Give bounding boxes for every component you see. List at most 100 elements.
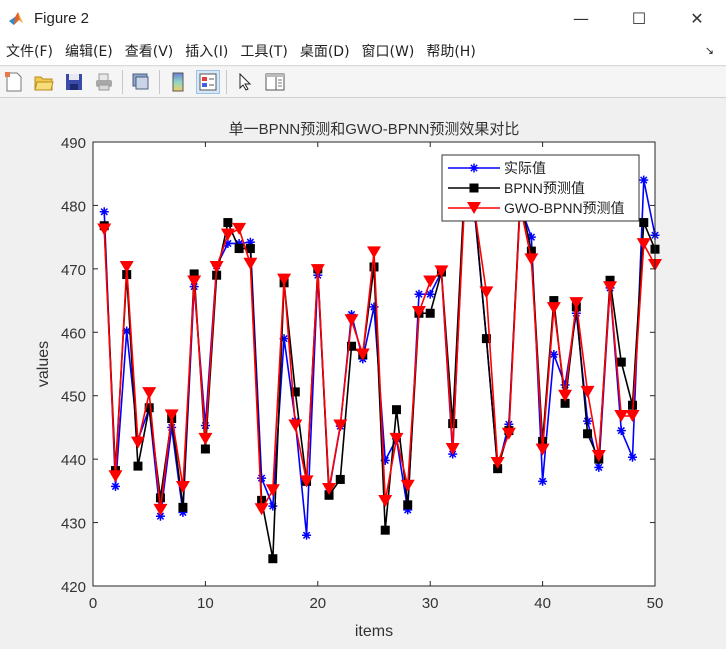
series-line (103, 205, 656, 512)
data-point (265, 484, 280, 497)
legend-label: BPNN预测值 (504, 180, 585, 196)
y-tick-label: 470 (61, 262, 86, 279)
data-point (97, 223, 112, 236)
data-point (524, 253, 539, 266)
data-point (583, 416, 593, 426)
legend-item-1[interactable]: BPNN预测值 (448, 180, 585, 196)
data-point (614, 410, 629, 423)
data-point (469, 183, 479, 193)
data-point (628, 452, 638, 462)
minimize-icon: — (573, 8, 589, 28)
data-point (198, 432, 213, 445)
data-point (164, 409, 179, 422)
data-point (189, 269, 199, 279)
new-figure-button[interactable] (2, 70, 26, 94)
data-point (333, 419, 348, 432)
data-point (389, 432, 404, 445)
menu-window[interactable]: 窗口(W) (361, 43, 415, 60)
property-inspector-icon (265, 73, 285, 91)
matlab-logo-icon (8, 9, 26, 27)
data-point (200, 444, 210, 454)
data-point (355, 348, 370, 361)
new-figure-icon (5, 72, 22, 92)
data-point (322, 482, 337, 495)
menu-file[interactable]: 文件(F) (6, 43, 53, 60)
menu-edit[interactable]: 编辑(E) (64, 43, 113, 60)
data-point (411, 305, 426, 318)
y-tick-label: 420 (61, 579, 86, 596)
window-controls: — ☐ ✕ (552, 0, 726, 36)
data-point (234, 244, 244, 254)
property-inspector-button[interactable] (263, 70, 287, 94)
data-point (501, 427, 516, 440)
data-point (469, 163, 479, 173)
figure-toolbar (0, 67, 726, 98)
data-point (367, 246, 381, 259)
save-button[interactable] (62, 70, 86, 94)
data-point (310, 264, 325, 277)
data-point (243, 257, 258, 270)
insert-colorbar-button[interactable] (166, 70, 190, 94)
data-point (580, 385, 595, 398)
data-point (99, 207, 109, 217)
dock-figure-icon[interactable]: ↘ (704, 44, 714, 57)
minimize-button[interactable]: — (552, 0, 610, 36)
open-file-button[interactable] (32, 70, 56, 94)
data-point (324, 490, 334, 500)
menu-help[interactable]: 帮助(H) (426, 43, 476, 60)
data-point (479, 286, 494, 299)
x-axis-label: items (355, 623, 393, 640)
data-point (378, 495, 393, 508)
window-title: Figure 2 (34, 9, 90, 27)
legend-item-2[interactable]: GWO-BPNN预测值 (448, 200, 625, 216)
y-tick-label: 430 (61, 516, 86, 533)
data-point (257, 473, 267, 483)
data-point (594, 462, 604, 472)
data-point (232, 222, 247, 235)
chart-title: 单一BPNN预测和GWO-BPNN预测效果对比 (229, 121, 520, 138)
data-point (142, 387, 157, 400)
data-point (583, 429, 593, 439)
maximize-icon: ☐ (631, 8, 647, 28)
data-point (538, 476, 548, 486)
data-point (558, 389, 573, 402)
data-point (288, 419, 303, 432)
print-button[interactable] (92, 70, 116, 94)
edit-plot-button[interactable] (233, 70, 257, 94)
data-point (639, 218, 649, 228)
line-chart[interactable]: 单一BPNN预测和GWO-BPNN预测效果对比 0 10 20 30 40 50 420 43… (0, 99, 726, 645)
data-point (603, 281, 618, 294)
toolbar-separator (122, 70, 123, 94)
print-icon (96, 73, 112, 91)
data-point (133, 461, 143, 471)
data-point (425, 289, 435, 299)
legend-item-0[interactable]: 实际值 (448, 160, 546, 176)
edit-plot-pointer-icon (239, 73, 252, 91)
data-point (546, 302, 561, 315)
maximize-button[interactable]: ☐ (610, 0, 668, 36)
data-point (467, 202, 481, 214)
x-tick-label: 20 (309, 595, 326, 612)
data-point (110, 481, 120, 491)
data-point (549, 296, 559, 306)
close-button[interactable]: ✕ (668, 0, 726, 36)
toolbar-separator (159, 70, 160, 94)
menu-insert[interactable]: 插入(I) (185, 43, 229, 60)
close-icon: ✕ (690, 8, 704, 28)
data-point (108, 470, 123, 483)
menu-desktop[interactable]: 桌面(D) (299, 43, 350, 60)
legend[interactable]: 实际值 BPNN预测值 GWO-BPNN预测值 (441, 154, 640, 222)
legend-label: 实际值 (504, 160, 546, 176)
data-point (526, 246, 536, 256)
insert-legend-button[interactable] (196, 70, 220, 94)
plot-series (97, 175, 662, 564)
menu-bar: 文件(F) 编辑(E) 查看(V) 插入(I) 工具(T) 桌面(D) 窗口(W… (0, 36, 726, 66)
data-point (549, 349, 559, 359)
print-preview-button[interactable] (129, 70, 153, 94)
y-tick-label: 450 (61, 389, 86, 406)
y-tick-label: 490 (61, 135, 86, 152)
menu-view[interactable]: 查看(V) (124, 43, 174, 60)
data-point (616, 426, 626, 436)
data-point (616, 357, 626, 367)
menu-tools[interactable]: 工具(T) (240, 43, 288, 60)
